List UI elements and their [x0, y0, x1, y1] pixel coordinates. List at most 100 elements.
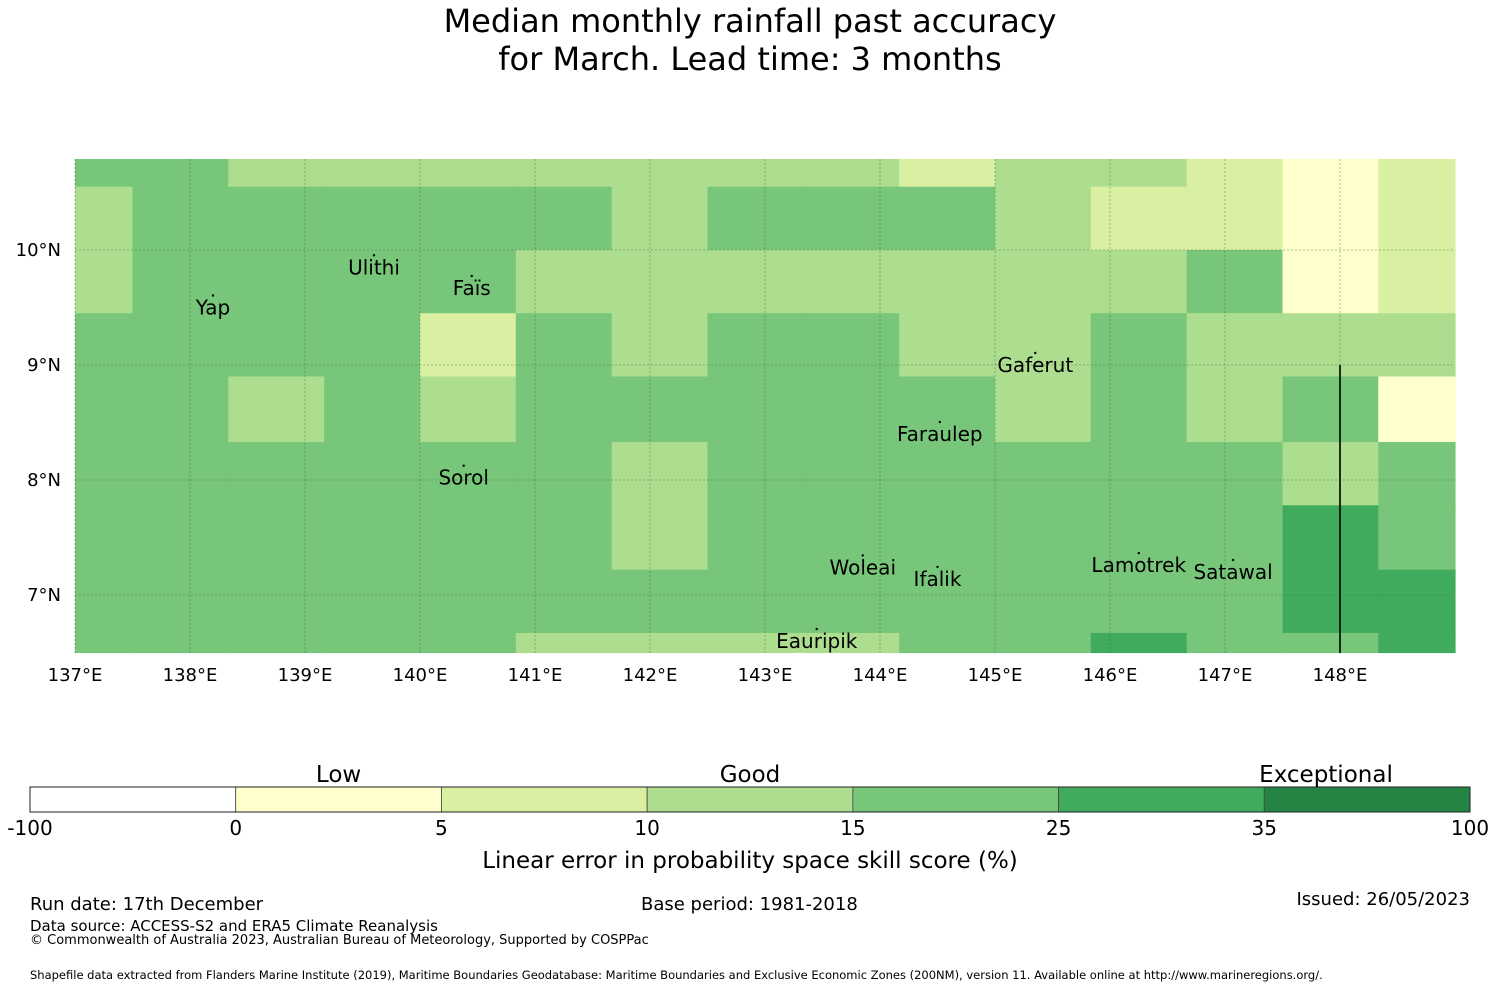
grid-cell [228, 186, 325, 251]
island-marker [470, 274, 473, 278]
grid-cell [899, 250, 996, 314]
longitude-tick-label: 137°E [48, 665, 103, 686]
grid-cell [1186, 505, 1284, 571]
base-period-text: Base period: 1981-2018 [641, 894, 858, 915]
grid-cell [75, 442, 134, 506]
map-gridlines [74, 159, 1455, 653]
grid-cell [707, 250, 804, 314]
grid-cell [1378, 442, 1456, 506]
island-labels: Yap Ulithi Faïs Gaferut Faraulep Sorol Woleai I… [195, 254, 1273, 653]
grid-cell [899, 186, 996, 251]
island-marker [372, 254, 376, 257]
grid-cell [228, 376, 325, 443]
grid-cell [1186, 442, 1284, 506]
longitude-tick-label: 143°E [738, 665, 793, 686]
data-source-text: Data source: ACCESS-S2 and ERA5 Climate … [30, 917, 438, 935]
grid-cell [803, 186, 900, 251]
grid-cell [803, 159, 900, 188]
grid-cell [324, 159, 421, 188]
longitude-tick-label: 142°E [623, 665, 678, 686]
grid-cell [515, 250, 613, 314]
grid-cell [707, 442, 804, 506]
island-label-ifalik: Ifalik [914, 567, 962, 591]
grid-cell [75, 632, 134, 654]
grid-cell [228, 250, 325, 314]
legend-swatch [1263, 786, 1471, 813]
skill-grid [75, 159, 1456, 654]
grid-cell [515, 159, 613, 188]
grid-cell [611, 505, 709, 571]
grid-cell [995, 376, 1092, 443]
legend-tick-label: 100 [1451, 816, 1489, 840]
grid-cell [1090, 442, 1188, 506]
island-marker [938, 420, 941, 424]
island-label-ulithi: Ulithi [348, 255, 400, 279]
grid-cell [420, 159, 517, 188]
grid-cell [228, 632, 325, 654]
legend-tick-label: 0 [229, 816, 242, 840]
grid-cell [803, 442, 900, 506]
grid-cell [1282, 632, 1379, 654]
island-label-yap: Yap [195, 296, 230, 320]
grid-cell [803, 632, 900, 654]
legend-category-label: Good [720, 762, 781, 788]
longitude-tick-label: 138°E [163, 665, 218, 686]
longitude-tick-label: 139°E [278, 665, 333, 686]
island-marker [861, 554, 864, 557]
grid-cell [899, 632, 996, 654]
latitude-tick-label: 9°N [27, 355, 61, 376]
grid-cell [324, 505, 421, 571]
grid-cell [611, 186, 709, 251]
legend-category-label: Exceptional [1259, 762, 1393, 788]
legend-frame [29, 786, 1471, 813]
grid-cell [75, 313, 134, 378]
grid-cell [515, 313, 613, 378]
legend-tick-label: 15 [840, 816, 865, 840]
grid-cell [1090, 250, 1188, 314]
grid-cell [1090, 569, 1188, 634]
grid-cell [995, 313, 1092, 378]
grid-cell [1378, 505, 1456, 571]
grid-cell [1186, 376, 1284, 443]
grid-cell [1282, 376, 1379, 443]
grid-cell [611, 376, 709, 443]
issued-date-text: Issued: 26/05/2023 [1296, 889, 1470, 910]
chart-title: Median monthly rainfall past accuracy fo… [0, 2, 1500, 78]
longitude-tick-label: 144°E [853, 665, 908, 686]
legend-swatch [1058, 786, 1265, 813]
grid-cell [803, 313, 900, 378]
grid-cell [899, 442, 996, 506]
grid-cell [707, 186, 804, 251]
grid-cell [611, 632, 709, 654]
grid-cell [1090, 186, 1188, 251]
island-label-lamotrek: Lamotrek [1091, 553, 1186, 577]
grid-cell [324, 632, 421, 654]
grid-cell [1090, 632, 1188, 654]
legend-axis-label: Linear error in probability space skill … [482, 848, 1018, 874]
grid-cell [1282, 159, 1379, 188]
grid-cell [1282, 569, 1379, 634]
grid-cell [995, 632, 1092, 654]
map-axis-labels: 137°E 138°E 139°E 140°E 141°E 142°E 143°E 144°E… [16, 240, 1368, 686]
grid-cell [1378, 313, 1456, 378]
latitude-tick-label: 10°N [16, 240, 61, 261]
grid-cell [707, 569, 804, 634]
shapefile-credit-text: Shapefile data extracted from Flanders M… [30, 968, 1323, 982]
grid-cell [995, 159, 1092, 188]
grid-cell [515, 505, 613, 571]
grid-cell [611, 313, 709, 378]
grid-cell [803, 250, 900, 314]
island-marker [1034, 351, 1037, 355]
legend-swatch [646, 786, 854, 813]
latitude-tick-label: 8°N [27, 470, 61, 491]
legend-tick-label: -100 [7, 816, 52, 840]
grid-cell [420, 250, 517, 314]
grid-cell [75, 376, 134, 443]
island-label-woleai: Woleai [829, 555, 896, 579]
grid-cell [420, 569, 517, 634]
grid-cell [1090, 313, 1188, 378]
island-marker [815, 627, 818, 631]
grid-cell [803, 376, 900, 443]
grid-cell [707, 376, 804, 443]
grid-cell [228, 505, 325, 571]
